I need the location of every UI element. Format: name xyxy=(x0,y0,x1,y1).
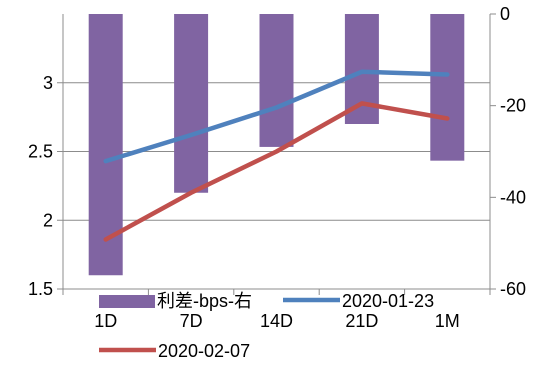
bar-14d xyxy=(259,14,294,147)
legend-label-line-2: 2020-02-07 xyxy=(158,341,250,361)
x-tick-label: 7D xyxy=(180,311,203,331)
axes: 1.5 2 2.5 3 0 -20 -40 -60 1D 7D 14D 21D 1M xyxy=(28,4,526,331)
bar-series-layer xyxy=(88,14,465,276)
legend-swatch-bar xyxy=(99,295,155,308)
legend-label-bar: 利差-bps-右 xyxy=(157,291,252,311)
x-tick-label: 14D xyxy=(260,311,293,331)
right-tick-label: -20 xyxy=(500,96,526,116)
left-tick-label: 2.5 xyxy=(28,142,53,162)
right-tick-label: -40 xyxy=(500,187,526,207)
line-series-layer xyxy=(103,69,450,242)
right-tick-label: -60 xyxy=(500,279,526,299)
bar-1d xyxy=(88,14,123,276)
bar-7d xyxy=(174,14,209,193)
right-tick-label: 0 xyxy=(500,4,510,24)
legend-label-line-1: 2020-01-23 xyxy=(342,291,434,311)
left-tick-label: 2 xyxy=(43,210,53,230)
x-tick-label: 1M xyxy=(435,311,460,331)
x-tick-label: 1D xyxy=(94,311,117,331)
left-tick-label: 3 xyxy=(43,73,53,93)
legend: 利差-bps-右 2020-01-23 2020-02-07 xyxy=(99,291,434,361)
bar-1m xyxy=(430,14,465,161)
x-tick-label: 21D xyxy=(345,311,378,331)
left-tick-label: 1.5 xyxy=(28,279,53,299)
